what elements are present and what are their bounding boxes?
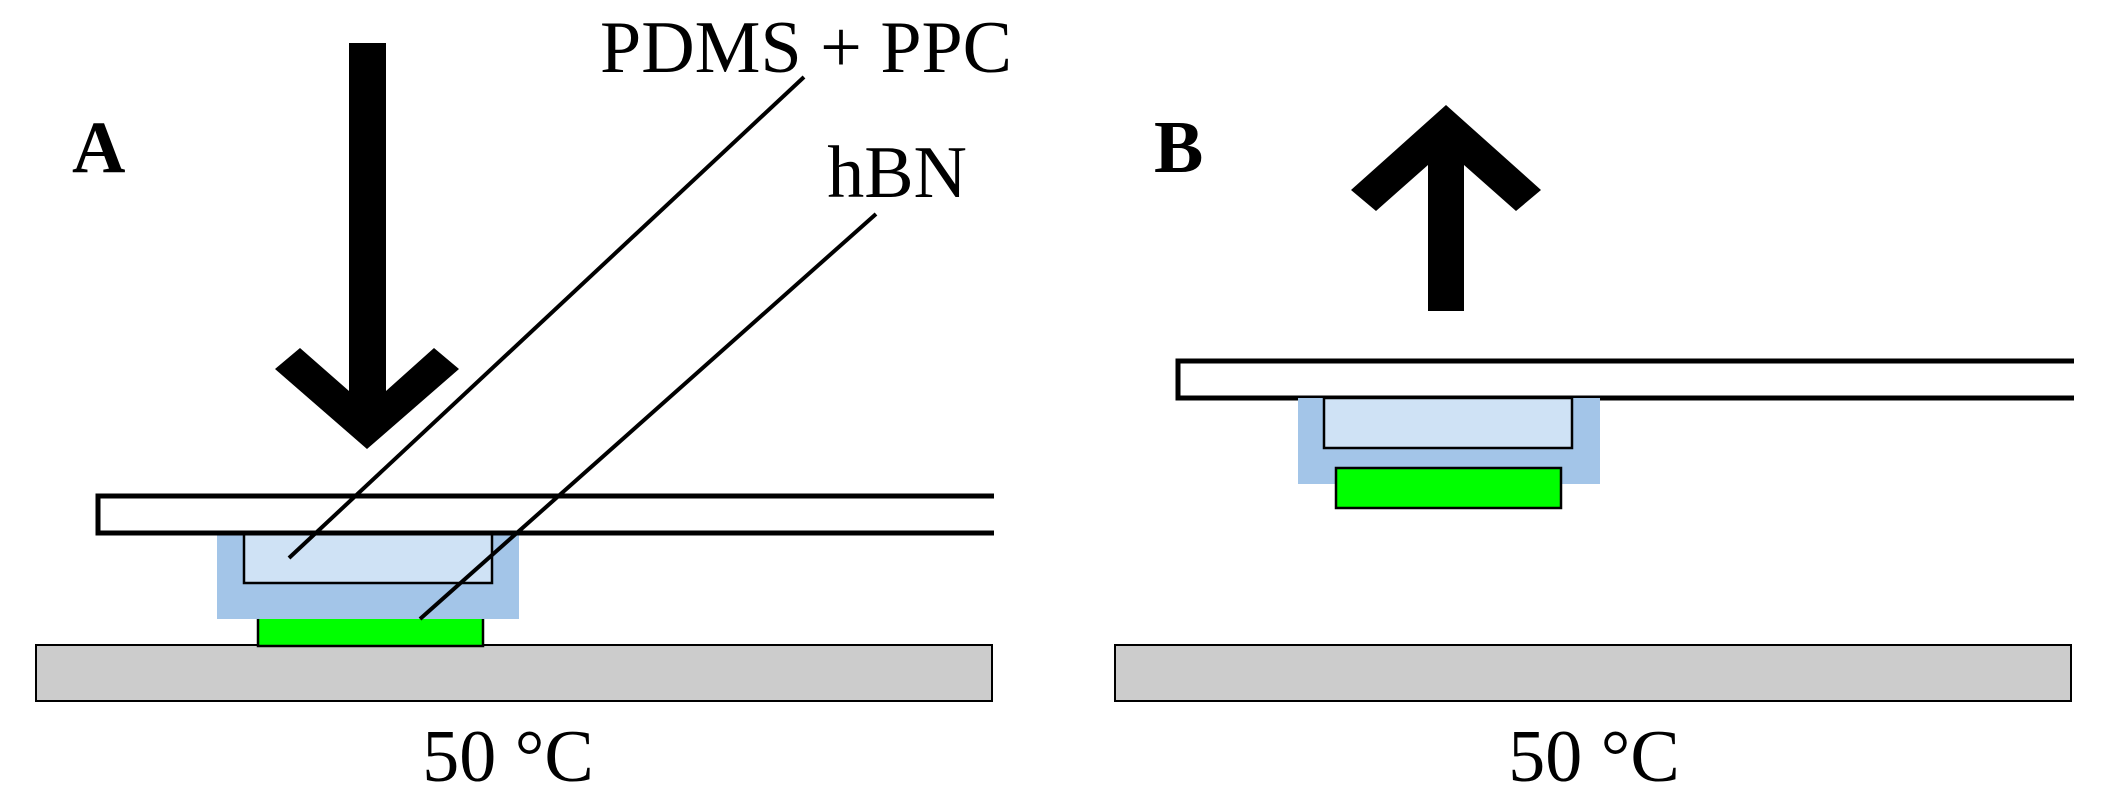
down-arrow-icon — [275, 43, 459, 449]
glass-slide-a — [95, 493, 994, 536]
pdms-ppc-callout: PDMS + PPC — [600, 7, 1012, 89]
temperature-a: 50 °C — [422, 716, 593, 798]
temperature-b: 50 °C — [1508, 716, 1679, 798]
pdms-ppc-leader-line — [287, 75, 806, 560]
panel-a: A PDMS + PPC hBN 50 °C — [35, 7, 1012, 798]
hbn-leader-line — [418, 212, 878, 621]
substrate-a — [35, 644, 993, 702]
pdms-ppc-inner-a — [242, 531, 494, 585]
panel-b-label: B — [1154, 107, 1203, 189]
pdms-ppc-inner-b — [1322, 396, 1574, 450]
hbn-callout: hBN — [827, 132, 967, 214]
glass-slide-b — [1175, 358, 2074, 401]
panel-b: B 50 °C — [1114, 105, 2074, 798]
up-arrow-icon — [1351, 105, 1541, 311]
hbn-flake-b — [1334, 466, 1563, 510]
panel-a-label: A — [72, 107, 125, 189]
substrate-b — [1114, 644, 2072, 702]
